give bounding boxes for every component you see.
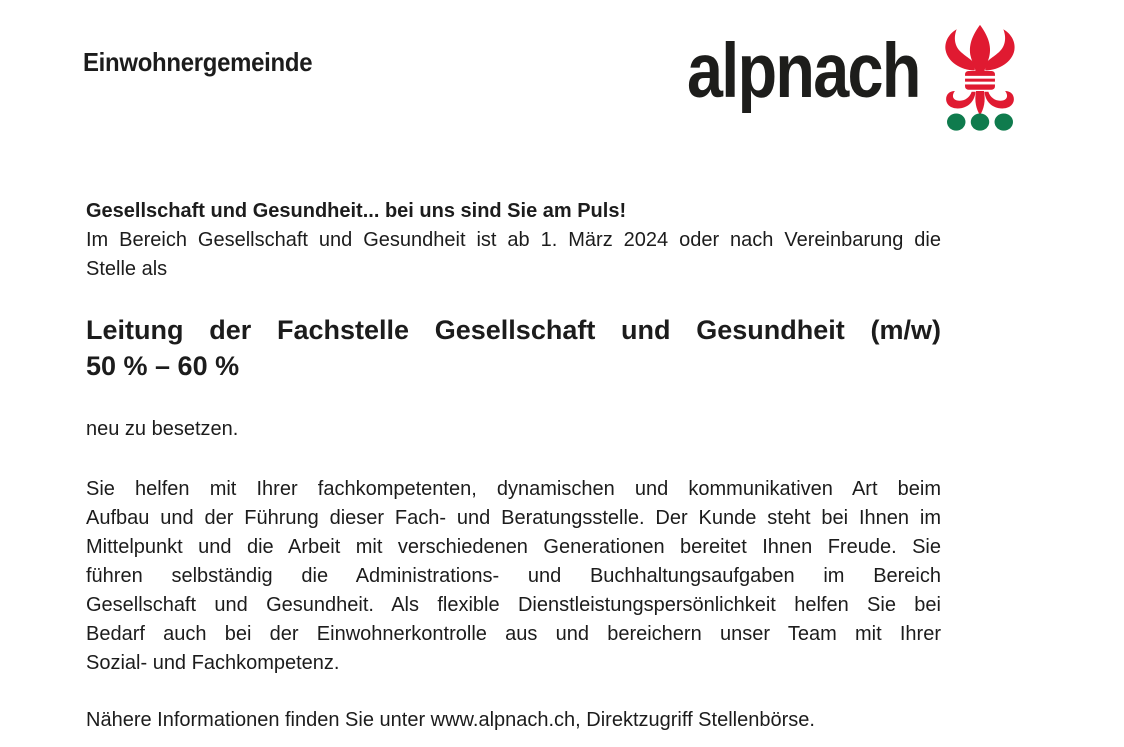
fleur-de-lis-icon [945,24,1015,131]
logo-wordmark: alpnach [687,28,921,114]
description-line: Sozial- und Fachkompetenz. [86,652,340,674]
description-line: führen selbständig die Administrations- … [86,565,941,587]
logo-dot [970,113,990,131]
more-info-line: Nähere Informationen finden Sie unter ww… [86,709,815,731]
job-ad-body: Gesellschaft und Gesundheit... bei uns s… [86,197,941,735]
description-line: Mittelpunkt und die Arbeit mit verschied… [86,536,941,558]
intro-line-3: Stelle als [86,258,168,280]
fleur-bottom-petal [975,90,985,116]
job-title: Leitung der Fachstelle Gesellschaft und … [86,312,941,384]
job-title-line-1: Leitung der Fachstelle Gesellschaft und … [86,315,941,345]
fleur-top-petal [969,24,991,72]
logo-dot [947,113,966,131]
fleur-band-gap [962,75,998,79]
fleur-left-foot [946,90,976,109]
description-line: Sie helfen mit Ihrer fachkompetenten, dy… [86,478,941,500]
fleur-right-foot [984,90,1014,109]
intro-line-2: Im Bereich Gesellschaft und Gesundheit i… [86,229,941,251]
logo-dots [947,113,1013,131]
fleur-band [965,70,995,90]
description-line: Aufbau und der Führung dieser Fach- und … [86,507,941,529]
job-title-line-2: 50 % – 60 % [86,351,240,381]
description-line: Bedarf auch bei der Einwohnerkontrolle a… [86,623,941,645]
intro-tagline: Gesellschaft und Gesundheit... bei uns s… [86,200,627,222]
fleur-right-wing [984,29,1015,71]
logo-dot [994,113,1013,131]
fleur-left-wing [945,29,976,71]
job-description: Sie helfen mit Ihrer fachkompetenten, dy… [86,475,941,678]
vacancy-note: neu zu besetzen. [86,418,239,440]
fleur-band-gap [962,81,998,85]
description-line: Gesellschaft und Gesundheit. Als flexibl… [86,594,941,616]
org-name-label: Einwohnergemeinde [83,47,313,77]
